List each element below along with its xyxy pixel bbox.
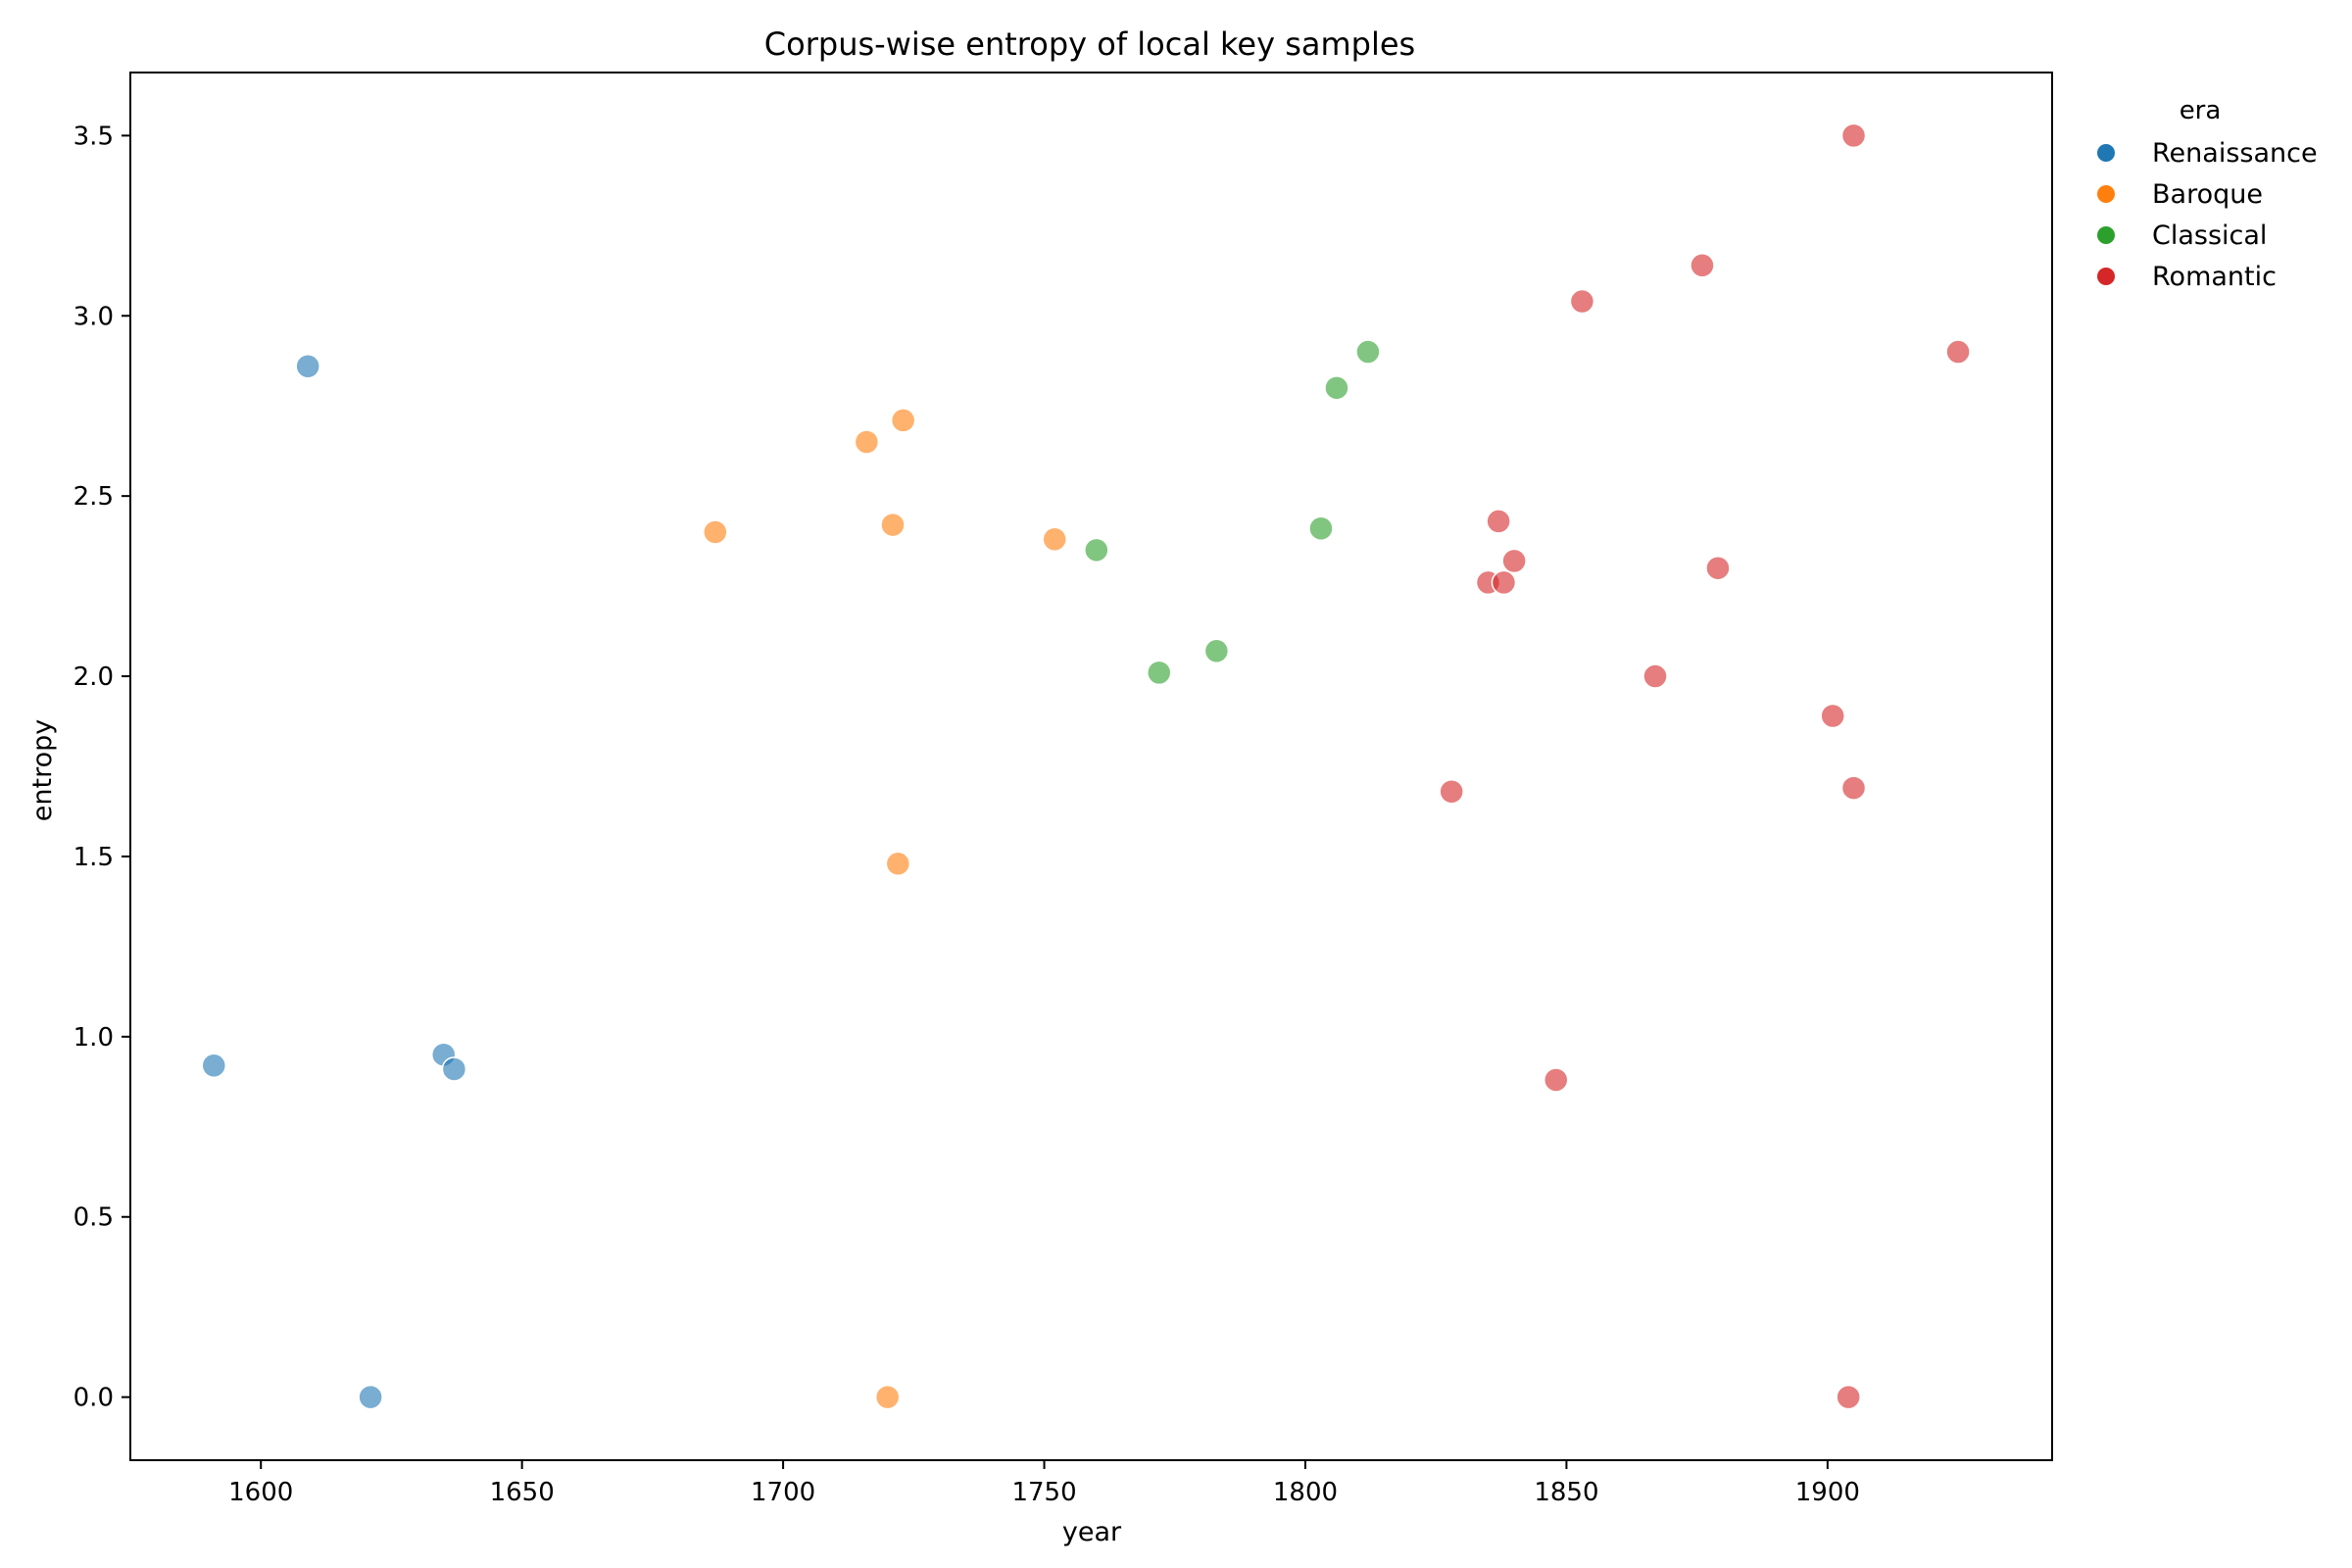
data-point [201, 1053, 227, 1079]
legend-label: Baroque [2152, 179, 2263, 210]
data-point [1642, 663, 1668, 689]
y-tick-label: 3.0 [74, 302, 114, 331]
data-point [1324, 375, 1349, 401]
legend-label: Romantic [2152, 262, 2277, 292]
y-tick-label: 1.5 [74, 843, 114, 872]
data-point [1439, 779, 1464, 805]
x-tick-label: 1850 [1534, 1478, 1598, 1507]
x-tick-label: 1750 [1011, 1478, 1076, 1507]
series-romantic [1439, 122, 1971, 1410]
series-renaissance [201, 354, 467, 1410]
data-point [1501, 548, 1527, 574]
data-point [890, 408, 916, 433]
y-tick-label: 0.0 [74, 1384, 114, 1413]
data-point [874, 1384, 901, 1410]
legend: era Renaissance Baroque Classical Romantic [2097, 96, 2318, 292]
axes-frame [129, 72, 2053, 1461]
data-point [854, 429, 880, 455]
data-point [1147, 660, 1172, 686]
y-tick-label: 1.0 [74, 1023, 114, 1053]
data-point [1084, 537, 1109, 564]
plot-area [201, 122, 1971, 1410]
series-classical [1084, 339, 1381, 686]
data-point [1486, 509, 1511, 534]
legend-marker [2097, 144, 2115, 162]
data-point [1840, 775, 1867, 801]
data-point [1836, 1384, 1861, 1410]
chart-title: Corpus-wise entropy of local key samples [764, 25, 1415, 63]
data-point [295, 354, 320, 379]
y-tick-label: 3.5 [74, 122, 114, 151]
x-tick-label: 1700 [751, 1478, 815, 1507]
data-point [1355, 339, 1381, 365]
data-point [1945, 339, 1971, 365]
data-point [1544, 1067, 1569, 1093]
data-point [1840, 122, 1867, 149]
x-tick-label: 1600 [228, 1478, 293, 1507]
axes: 1600 1650 1700 1750 1800 1850 1900 0.0 0.5 1.0 1.5… [74, 72, 2053, 1507]
data-point [1820, 703, 1845, 729]
data-point [880, 512, 906, 538]
series-baroque [703, 408, 1067, 1410]
data-point [1569, 288, 1595, 315]
data-point [358, 1384, 383, 1410]
data-point [1308, 515, 1334, 542]
data-point [703, 519, 728, 545]
data-point [885, 851, 911, 877]
y-axis-label: entropy [27, 719, 58, 821]
legend-marker [2097, 226, 2115, 244]
data-point [1705, 555, 1731, 581]
data-point [1690, 253, 1715, 278]
data-point [1203, 638, 1230, 664]
x-tick-label: 1650 [490, 1478, 555, 1507]
legend-marker [2097, 185, 2115, 203]
legend-label: Renaissance [2152, 138, 2318, 169]
data-point [1042, 526, 1067, 553]
y-tick-label: 2.0 [74, 662, 114, 692]
y-tick-label: 2.5 [74, 482, 114, 512]
x-axis-label: year [1062, 1517, 1122, 1547]
legend-label: Classical [2152, 220, 2267, 251]
legend-marker [2097, 268, 2115, 285]
data-point [441, 1056, 467, 1082]
x-tick-label: 1900 [1795, 1478, 1860, 1507]
y-tick-label: 0.5 [74, 1203, 114, 1233]
x-tick-label: 1800 [1273, 1478, 1338, 1507]
data-point [1491, 569, 1517, 596]
legend-title: era [2180, 96, 2222, 125]
